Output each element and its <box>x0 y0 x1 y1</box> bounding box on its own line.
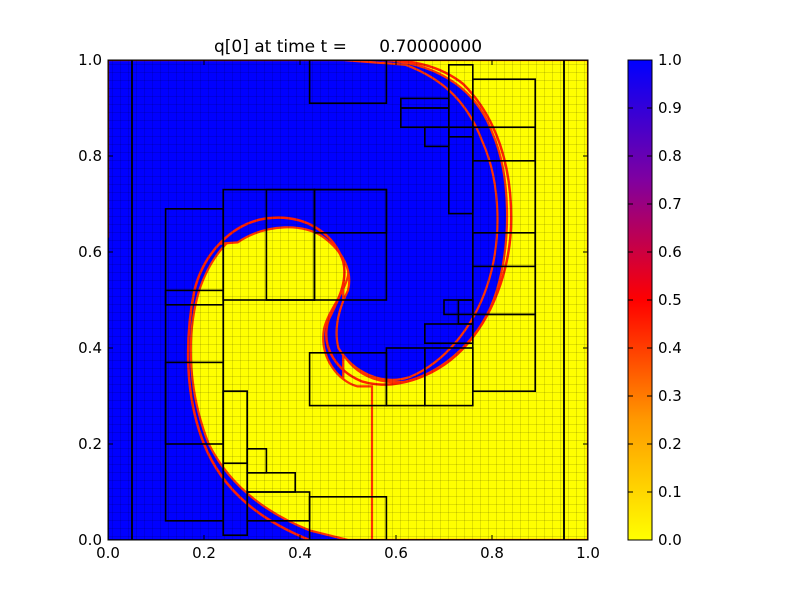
colorbar-tick-label: 0.1 <box>658 483 682 501</box>
plot-area <box>108 60 588 540</box>
colorbar-tick-label: 0.7 <box>658 195 682 213</box>
colorbar-tick-label: 0.9 <box>658 99 682 117</box>
amr-patch-15 <box>222 390 248 465</box>
y-tick-label: 1.0 <box>78 51 102 69</box>
colorbar-tick-label: 0.6 <box>658 243 682 261</box>
y-axis: 0.0 0.2 0.4 0.6 0.8 1.0 <box>78 51 588 549</box>
amr-patch-5 <box>308 60 388 105</box>
x-tick-label: 0.8 <box>480 544 504 562</box>
y-tick-label: 0.6 <box>78 243 102 261</box>
amr-patch-26 <box>471 232 536 268</box>
amr-patch-34 <box>457 299 474 325</box>
amr-patch-layer <box>108 60 588 540</box>
y-tick-label: 0.2 <box>78 435 102 453</box>
colorbar-tick-label: 0.2 <box>658 435 682 453</box>
x-tick-label: 0.4 <box>288 544 312 562</box>
x-tick-label: 0.0 <box>96 544 120 562</box>
colorbar-ticks: 0.0 0.1 0.2 0.3 0.4 0.5 0.6 0.7 0.8 0.9 1.0 <box>628 51 682 549</box>
colorbar-tick-label: 0.8 <box>658 147 682 165</box>
colorbar-tick-label: 0.4 <box>658 339 682 357</box>
amr-patch-32 <box>423 126 450 148</box>
plot-frame <box>107 59 589 541</box>
amr-patch-31 <box>399 97 450 109</box>
x-tick-label: 1.0 <box>576 544 600 562</box>
colorbar-tick-label: 0.0 <box>658 531 682 549</box>
colorbar-tick-label: 1.0 <box>658 51 682 69</box>
amr-patch-3 <box>563 60 588 540</box>
x-axis: 0.0 0.2 0.4 0.6 0.8 1.0 <box>96 60 600 562</box>
colorbar-tick-label: 0.5 <box>658 291 682 309</box>
colorbar: 0.0 0.1 0.2 0.3 0.4 0.5 0.6 0.7 0.8 0.9 1.0 <box>627 51 682 549</box>
colorbar-tick-label: 0.3 <box>658 387 682 405</box>
chart-title: q[0] at time t = 0.70000000 <box>214 37 482 57</box>
amr-patch-13 <box>313 188 388 234</box>
y-tick-label: 0.0 <box>78 531 102 549</box>
x-tick-label: 0.2 <box>192 544 216 562</box>
y-tick-label: 0.4 <box>78 339 102 357</box>
x-tick-label: 0.6 <box>384 544 408 562</box>
y-tick-label: 0.8 <box>78 147 102 165</box>
